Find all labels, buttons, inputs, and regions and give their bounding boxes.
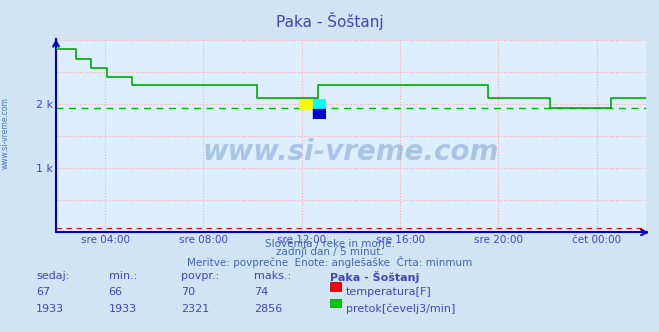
- Text: 1933: 1933: [36, 304, 65, 314]
- Text: Slovenija / reke in morje.: Slovenija / reke in morje.: [264, 239, 395, 249]
- Text: pretok[čevelj3/min]: pretok[čevelj3/min]: [346, 304, 455, 314]
- Bar: [312, 109, 326, 119]
- Bar: [299, 109, 312, 119]
- Text: www.si-vreme.com: www.si-vreme.com: [1, 97, 10, 169]
- Text: 70: 70: [181, 287, 195, 297]
- Text: temperatura[F]: temperatura[F]: [346, 287, 432, 297]
- Text: 1933: 1933: [109, 304, 137, 314]
- Text: www.si-vreme.com: www.si-vreme.com: [203, 137, 499, 166]
- Text: zadnji dan / 5 minut.: zadnji dan / 5 minut.: [275, 247, 384, 257]
- Text: 74: 74: [254, 287, 268, 297]
- Text: Paka - Šoštanj: Paka - Šoštanj: [275, 12, 384, 30]
- Text: Paka - Šoštanj: Paka - Šoštanj: [330, 271, 419, 283]
- Text: Meritve: povprečne  Enote: anglešaške  Črta: minmum: Meritve: povprečne Enote: anglešaške Črt…: [187, 256, 472, 268]
- Text: povpr.:: povpr.:: [181, 271, 219, 281]
- Text: sedaj:: sedaj:: [36, 271, 70, 281]
- Bar: [299, 99, 312, 109]
- Text: min.:: min.:: [109, 271, 137, 281]
- Text: 2321: 2321: [181, 304, 210, 314]
- Text: maks.:: maks.:: [254, 271, 291, 281]
- Text: 66: 66: [109, 287, 123, 297]
- Text: 2856: 2856: [254, 304, 282, 314]
- Text: 67: 67: [36, 287, 50, 297]
- Bar: [312, 99, 326, 109]
